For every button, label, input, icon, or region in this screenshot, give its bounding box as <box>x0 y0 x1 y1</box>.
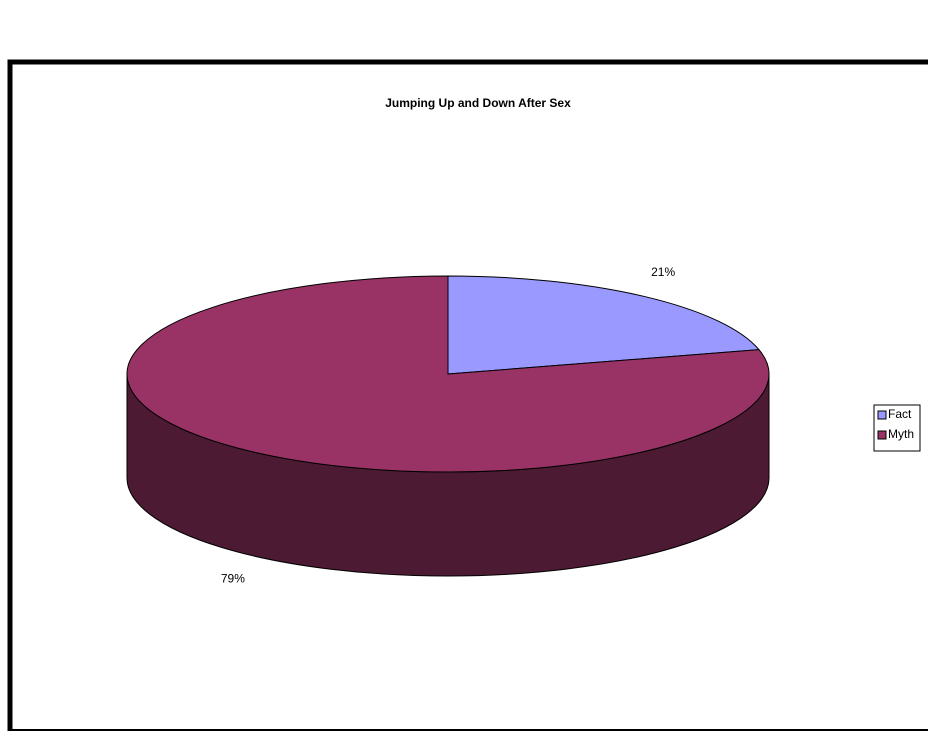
legend-label: Fact <box>888 407 912 421</box>
legend: Fact Myth <box>877 407 914 441</box>
slice <box>447 275 760 375</box>
frame <box>7 59 928 731</box>
legend-label: Myth <box>888 427 914 441</box>
chart-title: Jumping Up and Down After Sex <box>385 96 571 110</box>
legend-swatch <box>877 430 887 440</box>
legend-swatch <box>877 410 887 420</box>
data-label: 79% <box>221 571 245 585</box>
pie: 21% 79% <box>126 265 770 585</box>
slice <box>126 275 770 473</box>
data-label: 21% <box>651 265 675 279</box>
legend-box <box>873 404 921 452</box>
